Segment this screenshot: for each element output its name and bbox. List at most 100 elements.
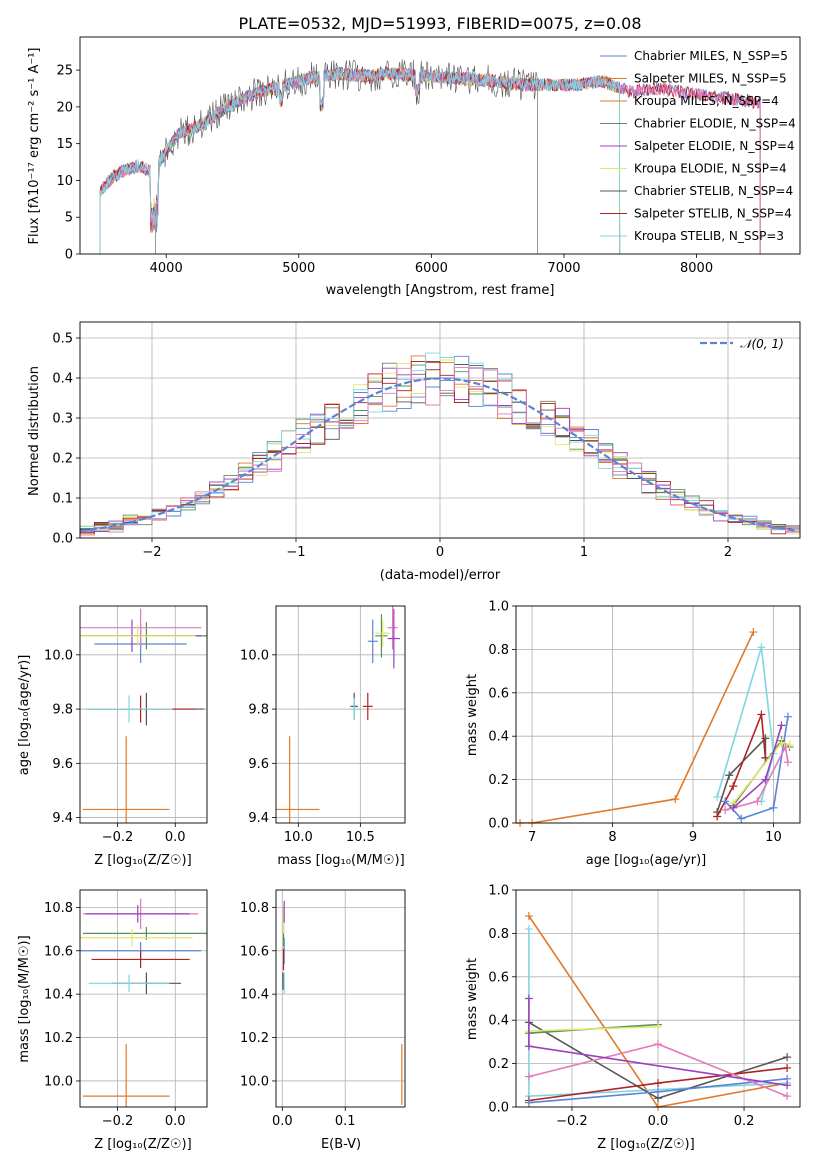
axes-frame bbox=[275, 889, 406, 1108]
y-tick-label: 10.4 bbox=[44, 988, 73, 1003]
mass-vs-z-plot-area: −0.2 0.0 10.0 10.2 10.4 10.6 10.8 bbox=[44, 889, 208, 1129]
y-tick-label: 0.2 bbox=[488, 773, 509, 788]
x-tick-label: 6000 bbox=[415, 261, 448, 276]
y-tick-label: 10.2 bbox=[240, 1031, 269, 1046]
y-tick-label: 10.4 bbox=[240, 988, 269, 1003]
mass-vs-z-xlabel: Z [log₁₀(Z/Z☉)] bbox=[94, 1137, 191, 1152]
weight-point-marker bbox=[753, 797, 762, 806]
weight-series-line bbox=[724, 744, 789, 811]
weight-point-marker bbox=[761, 734, 770, 743]
weight-point-marker bbox=[721, 805, 730, 814]
spectrum-legend: Chabrier MILES, N_SSP=5 Salpeter MILES, N… bbox=[600, 49, 796, 243]
residual-histogram-line bbox=[80, 361, 800, 535]
weight-point-marker bbox=[781, 743, 790, 752]
weight-point-marker bbox=[524, 1042, 533, 1051]
residuals-ylabel: Normed distribution bbox=[27, 366, 42, 496]
y-tick-label: 0.4 bbox=[488, 730, 509, 745]
legend-label-normal: 𝒩(0, 1) bbox=[740, 337, 784, 351]
weight-vs-age-xlabel: age [log₁₀(age/yr)] bbox=[586, 853, 707, 868]
y-tick-label: 10.2 bbox=[44, 1031, 73, 1046]
x-tick-label: 5000 bbox=[282, 261, 315, 276]
weight-vs-z-panel: −0.2 0.0 0.2 0.0 0.2 0.4 0.6 0.8 1.0 Z [log₁₀(Z/… bbox=[465, 884, 801, 1152]
spectrum-title: PLATE=0532, MJD=51993, FIBERID=0075, z=0… bbox=[238, 14, 641, 33]
legend-label: Chabrier STELIB, N_SSP=4 bbox=[634, 184, 793, 198]
weight-vs-age-ylabel: mass weight bbox=[465, 674, 480, 756]
normal-curve-line bbox=[80, 377, 798, 533]
x-tick-label: 4000 bbox=[150, 261, 183, 276]
weight-series-line bbox=[732, 739, 791, 807]
x-tick-label: 7000 bbox=[547, 261, 580, 276]
weight-point-marker bbox=[654, 1040, 662, 1049]
y-tick-label: 0.4 bbox=[488, 1014, 509, 1029]
y-tick-label: 0.6 bbox=[488, 686, 509, 701]
x-tick-label: −2 bbox=[142, 545, 161, 560]
weight-series-line bbox=[528, 1025, 659, 1032]
weight-point-marker bbox=[783, 1081, 792, 1090]
weight-point-marker bbox=[524, 912, 533, 921]
axes-frame bbox=[79, 36, 801, 255]
weight-vs-z-xlabel: Z [log₁₀(Z/Z☉)] bbox=[597, 1137, 694, 1152]
y-tick-label: 0 bbox=[65, 248, 73, 263]
y-tick-label: 0.2 bbox=[52, 452, 73, 467]
axes-frame bbox=[79, 889, 208, 1108]
weight-point-marker bbox=[671, 795, 680, 804]
weight-point-marker bbox=[757, 710, 766, 719]
weight-series-line bbox=[716, 646, 775, 802]
x-tick-label: −0.2 bbox=[556, 1114, 588, 1129]
age-vs-z-panel: −0.2 0.0 9.4 9.6 9.8 10.0 Z [log₁₀(Z/Z☉)] age… bbox=[17, 605, 208, 868]
residuals-xlabel: (data-model)/error bbox=[380, 568, 501, 583]
y-tick-label: 0.6 bbox=[488, 970, 509, 985]
x-tick-label: 10.5 bbox=[346, 830, 375, 845]
x-tick-label: 0.1 bbox=[335, 1114, 356, 1129]
residuals-panel: −2 −1 0 1 2 0.0 0.1 0.2 0.3 0.4 0.5 (data-model)/e… bbox=[27, 321, 801, 583]
mass-vs-z-panel: −0.2 0.0 10.0 10.2 10.4 10.6 10.8 Z [log₁₀(Z/Z… bbox=[17, 889, 208, 1152]
y-tick-label: 15 bbox=[56, 137, 73, 152]
weight-point-marker bbox=[783, 1053, 792, 1062]
weight-point-marker bbox=[713, 792, 722, 801]
spectrum-xlabel: wavelength [Angstrom, rest frame] bbox=[326, 283, 555, 298]
x-tick-label: 10 bbox=[765, 830, 782, 845]
weight-vs-z-ylabel: mass weight bbox=[465, 958, 480, 1040]
y-tick-label: 1.0 bbox=[488, 600, 509, 615]
legend-label: Salpeter MILES, N_SSP=5 bbox=[634, 72, 787, 86]
y-tick-label: 9.6 bbox=[248, 757, 269, 772]
y-tick-label: 0.0 bbox=[488, 1101, 509, 1116]
axes-frame bbox=[515, 889, 801, 1108]
x-tick-label: −0.2 bbox=[102, 830, 134, 845]
weight-series-line bbox=[520, 631, 755, 823]
weight-point-marker bbox=[783, 758, 792, 767]
y-tick-label: 0.2 bbox=[488, 1057, 509, 1072]
weight-point-marker bbox=[524, 994, 533, 1003]
axes-frame bbox=[275, 605, 406, 824]
mass-vs-ebv-panel: 0.0 0.1 10.0 10.2 10.4 10.6 10.8 E(B-V) bbox=[240, 889, 406, 1152]
weight-point-marker bbox=[524, 1072, 533, 1081]
y-tick-label: 9.6 bbox=[52, 757, 73, 772]
legend-label: Kroupa STELIB, N_SSP=3 bbox=[634, 229, 784, 243]
weight-vs-age-plot-area: 7 8 9 10 0.0 0.2 0.4 0.6 0.8 1.0 bbox=[488, 600, 801, 845]
weight-point-marker bbox=[721, 797, 730, 806]
y-tick-label: 10.6 bbox=[240, 944, 269, 959]
legend-label: Kroupa ELODIE, N_SSP=4 bbox=[634, 162, 787, 176]
x-tick-label: 0.2 bbox=[734, 1114, 755, 1129]
weight-point-marker bbox=[783, 712, 792, 721]
y-tick-label: 9.8 bbox=[52, 703, 73, 718]
weight-point-marker bbox=[654, 1087, 662, 1096]
weight-point-marker bbox=[769, 803, 778, 812]
x-tick-label: −1 bbox=[286, 545, 305, 560]
x-tick-label: 8 bbox=[608, 830, 616, 845]
x-tick-label: 0.0 bbox=[165, 1114, 186, 1129]
y-tick-label: 0.8 bbox=[488, 643, 509, 658]
x-tick-label: 9 bbox=[689, 830, 697, 845]
y-tick-label: 0.5 bbox=[52, 332, 73, 347]
x-tick-label: 8000 bbox=[680, 261, 713, 276]
weight-vs-z-plot-area: −0.2 0.0 0.2 0.0 0.2 0.4 0.6 0.8 1.0 bbox=[488, 884, 801, 1129]
weight-point-marker bbox=[783, 1063, 792, 1072]
weight-point-marker bbox=[757, 643, 766, 652]
spectrum-series-line bbox=[99, 66, 621, 254]
x-tick-label: −0.2 bbox=[102, 1114, 134, 1129]
y-tick-label: 0.8 bbox=[488, 927, 509, 942]
y-tick-label: 0.0 bbox=[52, 532, 73, 547]
axes-frame bbox=[79, 605, 208, 824]
age-vs-z-plot-area: −0.2 0.0 9.4 9.6 9.8 10.0 bbox=[44, 605, 208, 845]
weight-point-marker bbox=[737, 814, 746, 823]
